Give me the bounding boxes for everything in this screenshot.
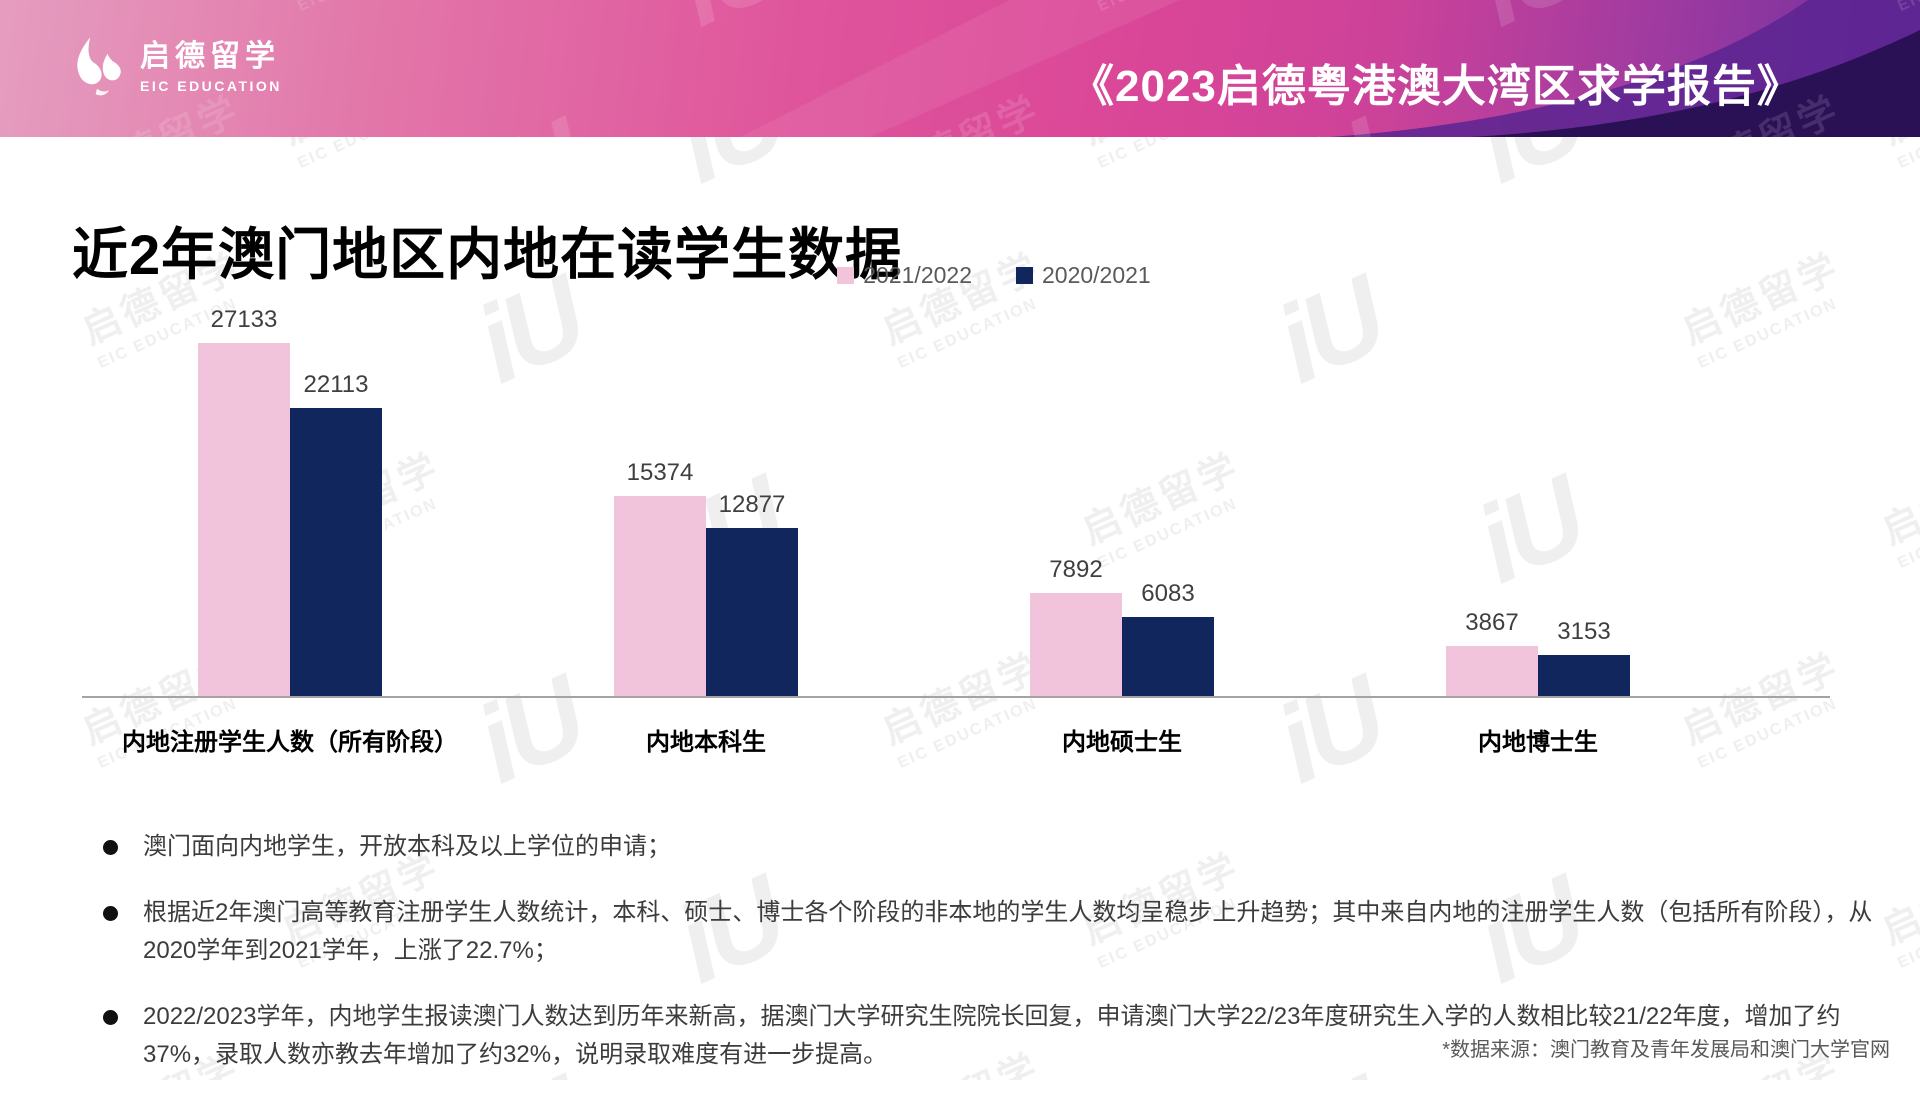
eic-logo-cn: 启德留学 [140, 39, 280, 73]
legend-label: 2021/2022 [863, 261, 972, 288]
bar-2020/2021 [290, 408, 382, 696]
bar-column: 27133 [198, 306, 290, 696]
page-title: 近2年澳门地区内地在读学生数据 [72, 222, 903, 286]
bar-2021/2022 [1446, 646, 1538, 696]
eic-logo-en: EIC EDUCATION [140, 77, 282, 94]
bar-column: 3153 [1538, 618, 1630, 696]
bullet-item: 根据近2年澳门高等教育注册学生人数统计，本科、硕士、博士各个阶段的非本地的学生人… [103, 894, 1893, 970]
bar-column: 22113 [290, 371, 382, 696]
bar-column: 6083 [1122, 580, 1214, 696]
bar-value-label: 27133 [210, 306, 278, 333]
chart-plot: 27133 22113 15374 12877 7892 6083 3867 3153 [82, 292, 1830, 698]
bar-column: 3867 [1446, 609, 1538, 696]
bullet-dot [103, 840, 118, 855]
bullet-text: 根据近2年澳门高等教育注册学生人数统计，本科、硕士、博士各个阶段的非本地的学生人… [143, 899, 1873, 964]
bullet-dot [103, 906, 118, 921]
chart-group: 15374 12877 [498, 459, 914, 696]
bar-2020/2021 [1538, 655, 1630, 696]
bar-2020/2021 [706, 528, 798, 696]
eic-logo-text: 启德留学 EIC EDUCATION [140, 40, 282, 95]
eic-logo: 启德留学 EIC EDUCATION [70, 34, 282, 100]
bar-value-label: 22113 [303, 371, 369, 398]
legend-label: 2020/2021 [1042, 261, 1151, 288]
bar-value-label: 15374 [626, 459, 694, 486]
chart-categories: 内地注册学生人数（所有阶段） 内地本科生 内地硕士生 内地博士生 [82, 698, 1746, 757]
legend-swatch [837, 266, 855, 284]
bullet-list: 澳门面向内地学生，开放本科及以上学位的申请； 根据近2年澳门高等教育注册学生人数统… [103, 828, 1893, 1102]
chart-group: 3867 3153 [1330, 609, 1746, 696]
category-label: 内地本科生 [646, 729, 766, 756]
chart-legend: 2021/2022 2020/2021 [82, 258, 1826, 292]
bullet-text: 2022/2023学年，内地学生报读澳门人数达到历年来新高，据澳门大学研究生院院… [143, 1003, 1841, 1068]
chart-group: 7892 6083 [914, 556, 1330, 696]
bar-column: 7892 [1030, 556, 1122, 696]
bar-2020/2021 [1122, 617, 1214, 696]
bar-value-label: 12877 [718, 491, 786, 518]
category-label: 内地博士生 [1478, 729, 1598, 756]
legend-item: 2021/2022 [837, 262, 972, 289]
bullet-text: 澳门面向内地学生，开放本科及以上学位的申请； [143, 833, 671, 860]
legend-item: 2020/2021 [1016, 262, 1151, 289]
bar-2021/2022 [1030, 593, 1122, 696]
bar-value-label: 6083 [1141, 580, 1195, 607]
eic-logo-icon [77, 37, 121, 96]
watermark-logo: iU [658, 137, 799, 208]
bar-column: 12877 [706, 491, 798, 696]
bar-value-label: 3153 [1557, 618, 1611, 645]
legend-swatch [1016, 266, 1033, 284]
bar-2021/2022 [198, 343, 290, 696]
category-label: 内地硕士生 [1062, 729, 1182, 756]
data-source-note: *数据来源：澳门教育及青年发展局和澳门大学官网 [1442, 1039, 1890, 1061]
bar-value-label: 7892 [1049, 556, 1103, 583]
report-title: 《2023启德粤港澳大湾区求学报告》 [1070, 62, 1802, 111]
bullet-item: 2022/2023学年，内地学生报读澳门人数达到历年来新高，据澳门大学研究生院院… [103, 998, 1893, 1074]
chart-group: 27133 22113 [82, 306, 498, 696]
bullet-dot [103, 1010, 118, 1025]
bar-value-label: 3867 [1465, 609, 1519, 636]
bar-2021/2022 [614, 496, 706, 696]
header-decoration [740, 0, 1920, 137]
watermark-logo: iU [1458, 137, 1599, 208]
bullet-item: 澳门面向内地学生，开放本科及以上学位的申请； [103, 828, 1893, 866]
bar-chart: 2021/2022 2020/2021 27133 22113 15374 12877 7… [82, 258, 1830, 757]
bar-column: 15374 [614, 459, 706, 696]
category-label: 内地注册学生人数（所有阶段） [122, 729, 458, 756]
